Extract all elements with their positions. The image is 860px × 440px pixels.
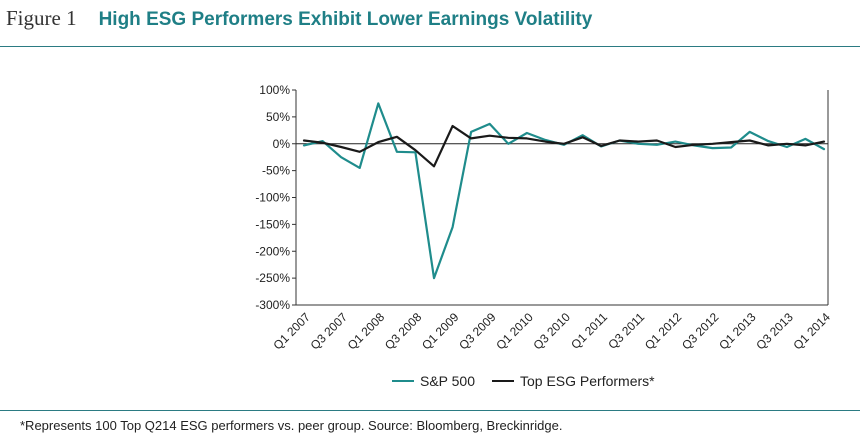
legend-label-top-esg: Top ESG Performers*: [520, 373, 655, 389]
figure-title: High ESG Performers Exhibit Lower Earnin…: [98, 9, 593, 30]
y-tick-label: -200%: [255, 244, 290, 258]
x-tick-label: Q3 2010: [530, 310, 573, 353]
y-tick-label: 100%: [259, 83, 290, 97]
x-tick-label: Q1 2008: [345, 310, 388, 353]
y-tick-label: -150%: [255, 217, 290, 231]
x-tick-label: Q1 2014: [790, 310, 833, 353]
x-tick-label: Q1 2012: [642, 310, 685, 353]
series-line-top-esg: [302, 124, 826, 168]
figure-header: Figure 1 High ESG Performers Exhibit Low…: [6, 6, 592, 36]
x-tick-label: Q1 2009: [419, 310, 462, 353]
x-tick-label: Q3 2013: [753, 310, 796, 353]
x-tick-label: Q3 2009: [456, 310, 499, 353]
x-tick-label: Q1 2013: [716, 310, 759, 353]
series-line-sp500: [302, 102, 826, 280]
y-tick-label: -50%: [262, 164, 290, 178]
y-tick-label: -100%: [255, 191, 290, 205]
figure-footnote: *Represents 100 Top Q214 ESG performers …: [20, 418, 563, 433]
y-tick-label: 0%: [273, 137, 291, 151]
footer-rule: [0, 410, 860, 411]
figure-number: Figure 1: [6, 6, 77, 30]
y-tick-label: -250%: [255, 271, 290, 285]
x-tick-label: Q3 2012: [679, 310, 722, 353]
y-tick-label: -300%: [255, 298, 290, 312]
x-tick-label: Q3 2008: [382, 310, 425, 353]
header-rule: [0, 46, 860, 47]
x-tick-label: Q1 2011: [568, 310, 610, 352]
x-tick-label: Q3 2007: [308, 310, 351, 353]
x-tick-label: Q1 2010: [493, 310, 536, 353]
x-tick-label: Q1 2007: [270, 310, 313, 353]
x-tick-label: Q3 2011: [605, 310, 647, 352]
y-tick-label: 50%: [266, 110, 290, 124]
legend-label-sp500: S&P 500: [420, 373, 475, 389]
